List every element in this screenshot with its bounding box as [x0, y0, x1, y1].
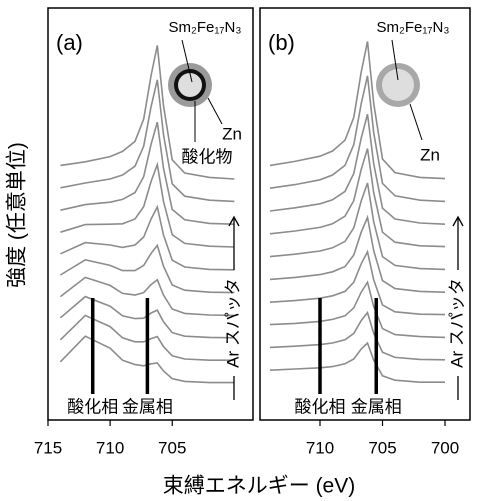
- diagram-label: Zn: [420, 145, 440, 164]
- spectrum-line: [59, 314, 235, 361]
- spectrum-line: [60, 79, 235, 203]
- sputter-arrowhead: [452, 215, 464, 227]
- panel-label: (a): [56, 30, 83, 55]
- diagram-label: Zn: [222, 124, 242, 143]
- diagram-label: Sm₂Fe₁₇N₃: [169, 19, 242, 36]
- phase-label: 酸化相: [295, 397, 346, 416]
- diagram: [168, 39, 223, 142]
- leader-line: [391, 39, 399, 81]
- phase-label: 酸化相: [67, 397, 118, 416]
- spectrum-line: [269, 113, 446, 225]
- phase-label: 金属相: [122, 397, 173, 416]
- phase-label: 金属相: [351, 397, 402, 416]
- spectrum-line: [269, 41, 446, 180]
- x-axis-label: 束縛エネルギー (eV): [163, 475, 356, 498]
- spectrum-line: [59, 276, 235, 317]
- panel-frame: [259, 7, 471, 421]
- spectrum-line: [59, 295, 235, 339]
- x-tick-label: 710: [96, 438, 124, 457]
- leader-line: [409, 103, 423, 141]
- diagram-label: 酸化物: [182, 147, 233, 166]
- core-circle: [178, 73, 202, 97]
- x-tick-label: 705: [158, 438, 186, 457]
- spectrum-line: [59, 243, 235, 294]
- x-tick-label: 710: [306, 438, 334, 457]
- y-axis-label: 強度 (任意単位): [6, 142, 29, 288]
- core-circle: [382, 69, 414, 101]
- panel-frame: [47, 7, 254, 421]
- spectrum-line: [60, 121, 235, 225]
- panel-label: (b): [268, 30, 295, 55]
- leader-line: [181, 39, 193, 83]
- spectrum-line: [60, 45, 235, 180]
- spectrum-line: [60, 204, 235, 271]
- spectrum-line: [269, 148, 446, 248]
- spectrum-line: [269, 75, 446, 203]
- leader-line: [207, 97, 223, 125]
- spectrum-line: [60, 161, 235, 248]
- spectrum-line: [59, 335, 235, 384]
- x-tick-label: 715: [34, 438, 62, 457]
- spectrum-line: [269, 341, 445, 383]
- diagram: [376, 39, 423, 141]
- sputter-arrowhead: [228, 215, 240, 227]
- sputter-label: Ar スパッタ: [223, 278, 242, 368]
- x-tick-label: 705: [368, 438, 396, 457]
- spectrum-line: [269, 249, 446, 316]
- spectrum-line: [269, 214, 446, 293]
- diagram-label: Sm₂Fe₁₇N₃: [377, 19, 450, 36]
- sputter-label: Ar スパッタ: [447, 278, 466, 368]
- x-tick-label: 700: [431, 438, 459, 457]
- spectrum-line: [269, 182, 446, 271]
